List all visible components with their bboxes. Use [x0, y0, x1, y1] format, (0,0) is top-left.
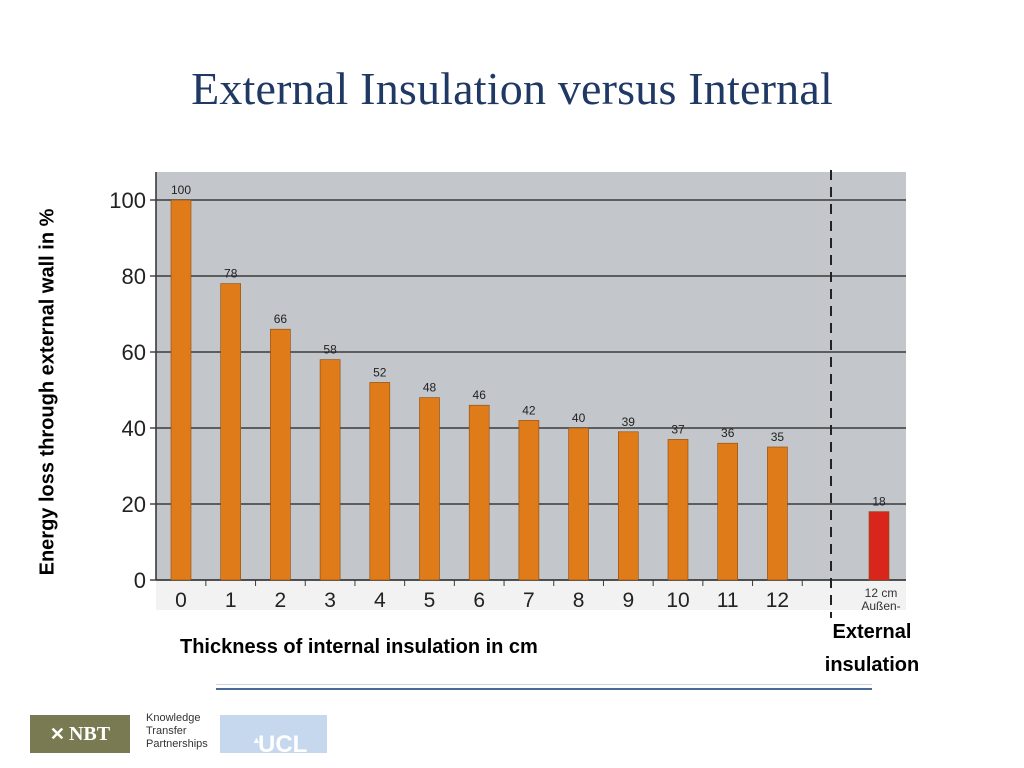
external-label-line2: insulation	[824, 654, 920, 676]
x-tick-label: 4	[374, 589, 386, 612]
data-label: 40	[572, 411, 586, 425]
x-axis-label: Thickness of internal insulation in cm	[180, 636, 538, 658]
y-tick-label: 40	[122, 416, 146, 441]
x-tick-label: 3	[324, 589, 336, 612]
data-label: 35	[771, 430, 785, 444]
data-label: 36	[721, 426, 735, 440]
slide-title: External Insulation versus Internal	[191, 63, 833, 114]
bar	[270, 328, 291, 581]
data-label: 78	[224, 267, 238, 281]
bar	[667, 439, 689, 581]
y-tick-label: 0	[134, 568, 146, 593]
ktp-line1: Knowledge	[146, 712, 201, 724]
footer-divider	[216, 688, 872, 690]
x-tick-label: 0	[175, 589, 187, 612]
data-label: 39	[622, 415, 636, 429]
ktp-line2: Transfer	[146, 725, 187, 737]
y-axis-label: Energy loss through external wall in %	[36, 208, 59, 576]
x-tick-label: 10	[666, 589, 689, 612]
x-tick-label: 2	[275, 589, 287, 612]
bar	[767, 446, 788, 581]
x-tick-label: 5	[424, 589, 436, 612]
data-label: 18	[872, 495, 886, 509]
data-label: 37	[671, 422, 685, 436]
y-tick-label: 100	[109, 188, 146, 213]
external-label-line1: External	[832, 621, 912, 643]
ucl-logo-text: UCL	[258, 731, 308, 753]
bar	[419, 397, 440, 581]
data-label: 100	[171, 183, 191, 197]
data-label: 52	[373, 365, 387, 379]
nbt-logo: ✕ NBT	[30, 715, 130, 753]
bar	[319, 359, 341, 581]
y-tick-label: 20	[122, 492, 146, 517]
data-label: 48	[423, 381, 437, 395]
bar	[369, 382, 391, 581]
y-tick-label: 60	[122, 340, 146, 365]
x-tick-band	[156, 580, 906, 610]
footer-divider-shadow	[216, 684, 872, 685]
data-label: 66	[274, 312, 288, 326]
x-tick-label: 8	[573, 589, 585, 612]
y-tick-label: 80	[122, 264, 146, 289]
nbt-logo-text: NBT	[68, 722, 111, 745]
x-tick-label: 11	[717, 589, 739, 612]
bar	[717, 442, 739, 581]
bar	[518, 420, 540, 581]
x-tick-label: 9	[622, 589, 634, 612]
x-tick-label-external-line1: 12 cm	[865, 586, 898, 600]
nbt-mark-icon: ✕	[49, 724, 65, 744]
x-tick-label: 1	[225, 589, 237, 612]
x-tick-label: 12	[766, 589, 789, 612]
bar	[617, 431, 639, 581]
x-tick-label: 7	[523, 589, 535, 612]
ktp-logo-text: Knowledge Transfer Partnerships	[146, 712, 208, 751]
bar	[568, 427, 589, 581]
x-tick-label-external-line2: Außen-	[861, 599, 900, 613]
ktp-line3: Partnerships	[146, 738, 208, 750]
external-insulation-label: External insulation	[808, 616, 936, 682]
bar	[170, 199, 192, 581]
data-label: 58	[323, 343, 337, 357]
bar	[468, 404, 490, 581]
ucl-logo: ▲ UCL	[220, 715, 327, 753]
ucl-dome-icon: ▲	[252, 735, 261, 745]
data-label: 46	[473, 388, 487, 402]
bar	[220, 283, 241, 581]
bar-external	[868, 511, 890, 581]
data-label: 42	[522, 403, 536, 417]
x-tick-label: 6	[473, 589, 485, 612]
